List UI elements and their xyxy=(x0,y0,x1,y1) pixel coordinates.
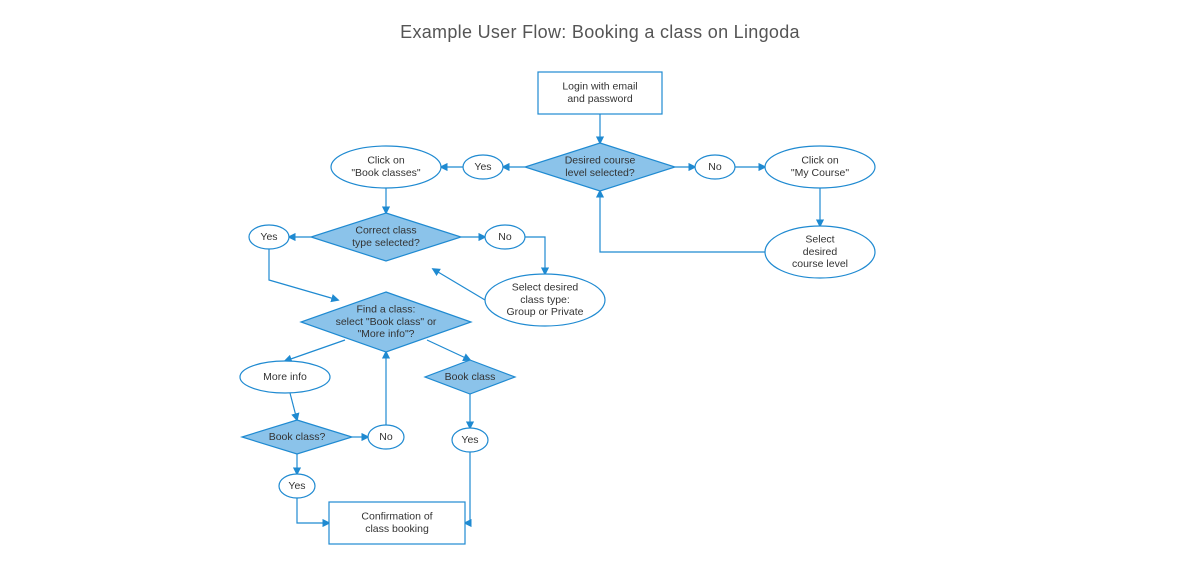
node-login: Login with emailand password xyxy=(538,72,662,114)
node-label: Book class xyxy=(445,371,496,383)
node-label: level selected? xyxy=(565,167,635,179)
edge-selectType-correct xyxy=(433,269,485,300)
edge-find-bookClass xyxy=(427,340,470,360)
page-title: Example User Flow: Booking a class on Li… xyxy=(400,22,800,42)
node-label: desired xyxy=(803,246,838,258)
node-label: Desired course xyxy=(565,155,636,167)
node-label: Click on xyxy=(801,155,839,167)
node-confirm: Confirmation ofclass booking xyxy=(329,502,465,544)
node-label: Login with email xyxy=(562,81,637,93)
node-selectLvl: Selectdesiredcourse level xyxy=(765,226,875,278)
edge-find-moreInfo xyxy=(285,340,345,361)
node-label: select "Book class" or xyxy=(336,316,437,328)
node-no1: No xyxy=(695,155,735,179)
edge-yes3-confirm xyxy=(297,498,329,523)
node-correct: Correct classtype selected? xyxy=(311,213,461,261)
node-bookClass: Book class xyxy=(425,360,515,394)
node-label: course level xyxy=(792,258,848,270)
node-label: class booking xyxy=(365,523,429,535)
node-moreInfo: More info xyxy=(240,361,330,393)
node-desired: Desired courselevel selected? xyxy=(525,143,675,191)
nodes-layer: Login with emailand password Desired cour… xyxy=(240,72,875,544)
node-find: Find a class:select "Book class" or"More… xyxy=(301,292,471,352)
node-bookQ: Book class? xyxy=(242,420,352,454)
node-selectType: Select desiredclass type:Group or Privat… xyxy=(485,274,605,326)
node-label: Click on xyxy=(367,155,405,167)
node-label: No xyxy=(708,161,722,173)
node-label: Yes xyxy=(260,231,277,243)
node-label: class type: xyxy=(520,294,570,306)
edge-yes2-find xyxy=(269,249,338,300)
node-yes4: Yes xyxy=(452,428,488,452)
edge-selectLvl-desired xyxy=(600,191,765,252)
edge-no2-selectType xyxy=(525,237,545,274)
node-label: and password xyxy=(567,93,633,105)
node-label: Correct class xyxy=(355,225,416,237)
edge-yes4-confirm xyxy=(465,452,470,523)
node-yes1: Yes xyxy=(463,155,503,179)
node-yes3: Yes xyxy=(279,474,315,498)
node-label: Select xyxy=(805,234,834,246)
node-bookClasses: Click on"Book classes" xyxy=(331,146,441,188)
node-label: Book class? xyxy=(269,431,326,443)
node-label: "More info"? xyxy=(357,328,414,340)
node-no3: No xyxy=(368,425,404,449)
node-label: Yes xyxy=(461,434,478,446)
node-label: No xyxy=(379,431,393,443)
node-label: Yes xyxy=(474,161,491,173)
node-label: Group or Private xyxy=(506,306,583,318)
node-label: Select desired xyxy=(512,282,579,294)
node-myCourse: Click on"My Course" xyxy=(765,146,875,188)
node-label: Yes xyxy=(288,480,305,492)
node-yes2: Yes xyxy=(249,225,289,249)
node-label: "My Course" xyxy=(791,167,849,179)
node-label: More info xyxy=(263,371,307,383)
edge-moreInfo-bookQ xyxy=(290,393,297,420)
node-label: Find a class: xyxy=(357,304,416,316)
node-label: "Book classes" xyxy=(351,167,421,179)
node-label: Confirmation of xyxy=(361,511,432,523)
node-no2: No xyxy=(485,225,525,249)
node-label: type selected? xyxy=(352,237,420,249)
node-label: No xyxy=(498,231,512,243)
